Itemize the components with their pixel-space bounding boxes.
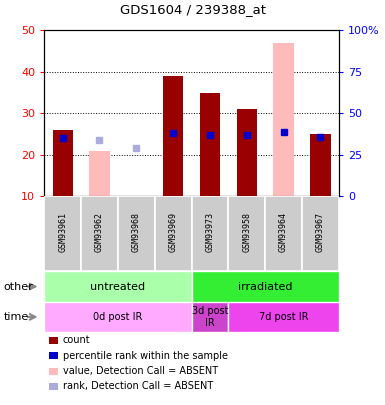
Bar	[44, 302, 192, 332]
Bar	[89, 151, 110, 196]
Text: irradiated: irradiated	[238, 281, 293, 292]
Bar	[44, 271, 192, 302]
Text: count: count	[63, 335, 90, 345]
Bar	[163, 76, 183, 196]
Text: 7d post IR: 7d post IR	[259, 312, 308, 322]
Text: time: time	[4, 312, 29, 322]
Bar	[265, 196, 302, 271]
Text: rank, Detection Call = ABSENT: rank, Detection Call = ABSENT	[63, 382, 213, 391]
Bar	[228, 302, 339, 332]
Bar	[44, 196, 81, 271]
Bar	[49, 337, 58, 344]
Text: GSM93973: GSM93973	[206, 212, 214, 252]
Bar	[49, 383, 58, 390]
Bar	[273, 43, 294, 196]
Bar	[192, 302, 228, 332]
Text: GSM93969: GSM93969	[169, 212, 177, 252]
Bar	[126, 196, 146, 217]
Text: GDS1604 / 239388_at: GDS1604 / 239388_at	[119, 3, 266, 16]
Bar	[310, 134, 330, 196]
Text: percentile rank within the sample: percentile rank within the sample	[63, 351, 228, 360]
Text: untreated: untreated	[90, 281, 146, 292]
Text: 0d post IR: 0d post IR	[93, 312, 142, 322]
Text: 3d post
IR: 3d post IR	[192, 306, 228, 328]
Text: value, Detection Call = ABSENT: value, Detection Call = ABSENT	[63, 366, 218, 376]
Text: GSM93961: GSM93961	[58, 212, 67, 252]
Bar	[192, 196, 228, 271]
Bar	[81, 196, 118, 271]
Text: GSM93962: GSM93962	[95, 212, 104, 252]
Text: GSM93958: GSM93958	[242, 212, 251, 252]
Bar	[302, 196, 339, 271]
Bar	[118, 196, 155, 271]
Bar	[192, 271, 339, 302]
Text: other: other	[4, 281, 33, 292]
Bar	[200, 93, 220, 196]
Bar	[53, 130, 73, 196]
Bar	[49, 352, 58, 359]
Text: GSM93967: GSM93967	[316, 212, 325, 252]
Bar	[237, 109, 257, 196]
Bar	[228, 196, 265, 271]
Bar	[155, 196, 192, 271]
Text: GSM93968: GSM93968	[132, 212, 141, 252]
Bar	[49, 368, 58, 375]
Text: GSM93964: GSM93964	[279, 212, 288, 252]
